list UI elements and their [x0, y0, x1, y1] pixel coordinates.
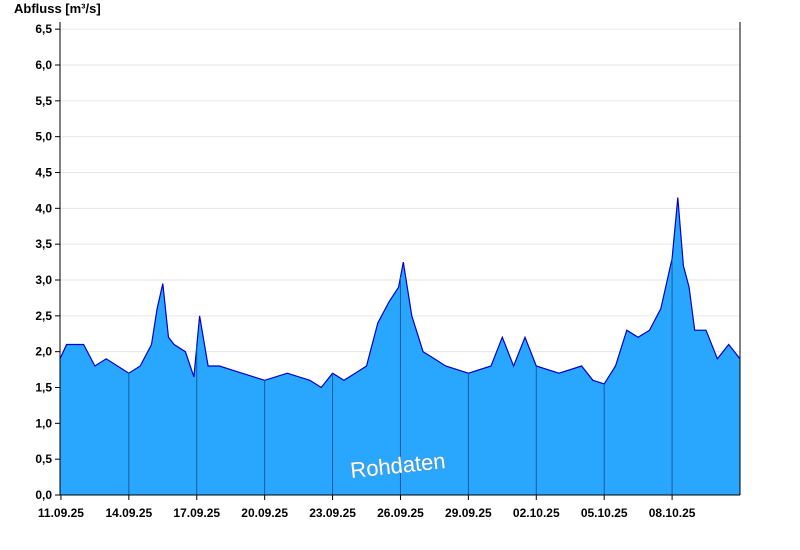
- x-tick-label: 14.09.25: [105, 506, 152, 520]
- day-markers: [128, 258, 673, 495]
- y-tick-label: 5,0: [35, 130, 52, 144]
- discharge-line: [59, 197, 741, 389]
- y-tick-label: 5,5: [35, 94, 52, 108]
- y-tick-label: 0,5: [35, 452, 52, 466]
- y-tick-label: 0,0: [35, 488, 52, 502]
- x-tick-label: 11.09.25: [38, 506, 84, 520]
- x-tick-label: 26.09.25: [377, 506, 424, 520]
- x-tick-label: 02.10.25: [513, 506, 560, 520]
- y-tick-label: 1,5: [35, 381, 52, 395]
- y-tick-label: 2,0: [35, 345, 52, 359]
- x-tick-label: 29.09.25: [445, 506, 492, 520]
- y-tick-label: 2,5: [35, 309, 52, 323]
- y-axis-ticks: 0,0 0,5 1,0 1,5 2,0 2,5 3,0 3,5 4,0 4,5 5,0 5,5 6,0 6…: [35, 22, 60, 502]
- x-tick-label: 05.10.25: [581, 506, 628, 520]
- y-tick-label: 4,5: [35, 166, 52, 180]
- y-axis-label: Abfluss [m³/s]: [14, 1, 101, 16]
- x-tick-label: 23.09.25: [309, 506, 356, 520]
- x-axis-ticks: 11.09.25 14.09.25 17.09.25 20.09.25 23.09.25…: [38, 495, 696, 520]
- x-tick-label: 17.09.25: [173, 506, 220, 520]
- y-tick-label: 6,0: [35, 58, 52, 72]
- x-tick-label: 20.09.25: [241, 506, 288, 520]
- y-tick-label: 6,5: [35, 22, 52, 36]
- y-tick-label: 3,0: [35, 273, 52, 287]
- y-tick-label: 3,5: [35, 237, 52, 251]
- y-tick-label: 4,0: [35, 201, 52, 215]
- y-tick-label: 1,0: [35, 416, 52, 430]
- x-tick-label: 08.10.25: [649, 506, 696, 520]
